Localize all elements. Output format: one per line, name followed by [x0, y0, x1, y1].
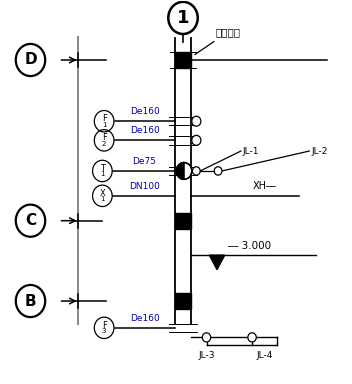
Text: XH―: XH― — [253, 181, 277, 191]
Text: De160: De160 — [130, 107, 160, 116]
Circle shape — [214, 167, 222, 175]
Text: 1: 1 — [100, 171, 105, 177]
Text: 2: 2 — [102, 141, 106, 147]
Circle shape — [176, 162, 192, 179]
Circle shape — [192, 136, 201, 145]
Text: JL-4: JL-4 — [256, 351, 272, 360]
Circle shape — [248, 333, 256, 342]
Text: F: F — [102, 133, 107, 142]
Bar — [175, 293, 191, 309]
Circle shape — [192, 116, 201, 126]
Text: X: X — [100, 189, 105, 198]
Text: JL-1: JL-1 — [243, 147, 259, 156]
Text: DN100: DN100 — [129, 182, 159, 191]
Text: F: F — [102, 321, 107, 329]
Bar — [175, 213, 191, 229]
Text: T: T — [100, 164, 105, 173]
Text: C: C — [25, 213, 36, 228]
Text: De160: De160 — [130, 126, 160, 136]
Text: De160: De160 — [130, 314, 160, 323]
Text: 1: 1 — [100, 196, 105, 202]
Circle shape — [202, 333, 211, 342]
Text: D: D — [24, 53, 37, 68]
Polygon shape — [176, 162, 184, 179]
Circle shape — [193, 167, 200, 175]
Text: 1: 1 — [177, 9, 189, 27]
Text: F: F — [102, 114, 107, 123]
Text: JL-3: JL-3 — [198, 351, 215, 360]
Text: ― 3.000: ― 3.000 — [227, 240, 271, 250]
Text: 3: 3 — [102, 328, 106, 334]
Bar — [175, 52, 191, 68]
Text: 防水套管: 防水套管 — [195, 27, 240, 55]
Text: JL-2: JL-2 — [311, 147, 327, 156]
Text: De75: De75 — [132, 157, 156, 166]
Polygon shape — [209, 255, 225, 270]
Text: 1: 1 — [102, 122, 106, 127]
Text: B: B — [25, 293, 36, 309]
